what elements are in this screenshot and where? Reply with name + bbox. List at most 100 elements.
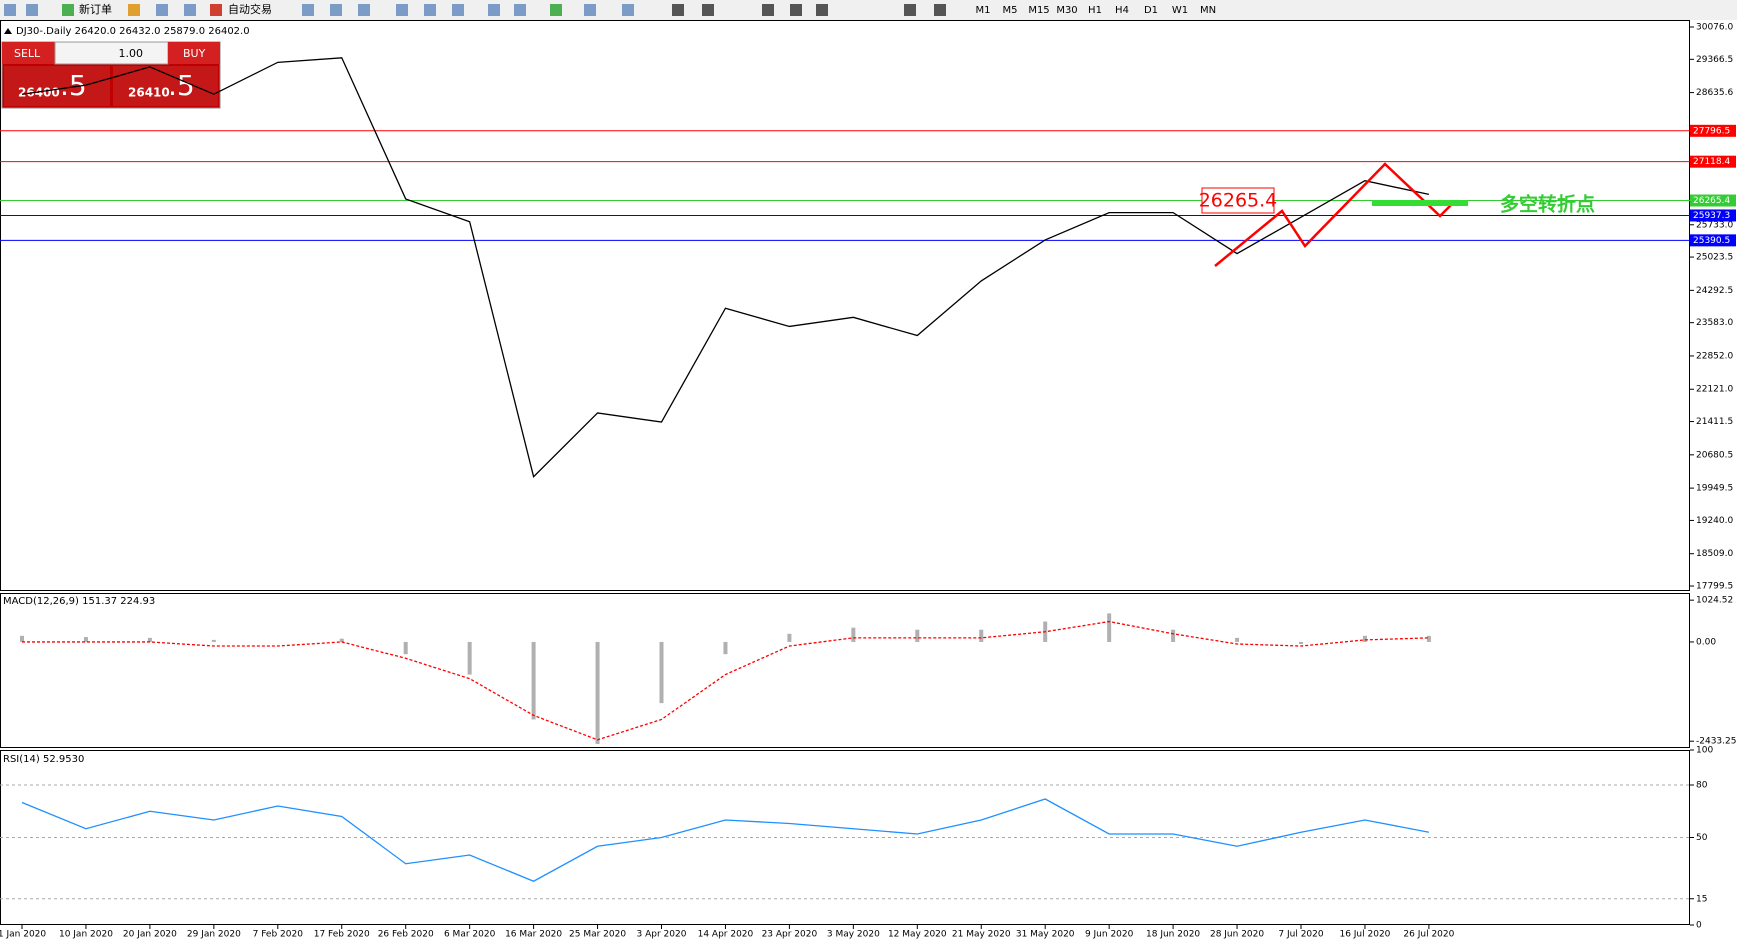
sell-price[interactable]: 26400	[18, 86, 60, 100]
y-tick-label: 100	[1696, 746, 1713, 756]
price-level-label: 26265.4	[1693, 196, 1730, 206]
price-level-label: 25390.5	[1693, 236, 1730, 246]
price-level-tag	[1690, 194, 1736, 207]
y-tick-label: 25023.5	[1696, 253, 1733, 263]
sell-button[interactable]	[2, 42, 55, 64]
icon[interactable]	[762, 4, 774, 16]
y-tick-label: 23583.0	[1696, 318, 1733, 328]
x-tick-label: 16 Mar 2020	[505, 930, 562, 940]
pane-borders	[0, 20, 1690, 925]
macd-bar	[211, 639, 216, 642]
macd-bar	[467, 641, 472, 675]
trend-arrows	[1214, 162, 1452, 267]
x-tick-label: 20 Jan 2020	[123, 930, 177, 940]
y-tick-label: 19949.5	[1696, 484, 1733, 494]
icon[interactable]	[424, 4, 436, 16]
icon[interactable]	[62, 4, 74, 16]
y-tick-label: 19240.0	[1696, 516, 1733, 526]
x-tick-label: 21 May 2020	[952, 930, 1011, 940]
timeframe-button[interactable]: H4	[1115, 5, 1129, 16]
icon[interactable]	[790, 4, 802, 16]
timeframe-button[interactable]: W1	[1172, 5, 1188, 16]
icon[interactable]	[452, 4, 464, 16]
x-tick-label: 17 Feb 2020	[314, 930, 370, 940]
macd-title: MACD(12,26,9) 151.37 224.93	[3, 596, 155, 607]
icon[interactable]	[488, 4, 500, 16]
price-level-label: 25937.3	[1693, 211, 1730, 221]
macd-bar	[1235, 637, 1240, 642]
icon[interactable]	[330, 4, 342, 16]
y-tick-label: -2433.25	[1696, 737, 1736, 747]
macd-bar	[979, 629, 984, 642]
pivot-bar	[1372, 200, 1468, 206]
macd-bar	[531, 641, 536, 720]
macd-bar	[723, 641, 728, 655]
macd-bar	[147, 637, 152, 642]
annotation-box	[1201, 187, 1275, 214]
icon[interactable]	[4, 4, 16, 16]
timeframe-button[interactable]: MN	[1200, 5, 1216, 16]
timeframe-button[interactable]: M15	[1028, 5, 1049, 16]
icon[interactable]	[672, 4, 684, 16]
timeframe-button[interactable]: M30	[1056, 5, 1077, 16]
x-tick-label: 14 Apr 2020	[698, 930, 754, 940]
sell-price-box[interactable]	[4, 66, 110, 106]
y-tick-label: 25733.0	[1696, 220, 1733, 230]
lots-box[interactable]	[54, 41, 169, 65]
price-level-tag	[1690, 234, 1736, 247]
macd-bar	[787, 633, 792, 642]
macd-bar	[83, 637, 88, 642]
icon[interactable]	[702, 4, 714, 16]
icon[interactable]	[302, 4, 314, 16]
icon[interactable]	[934, 4, 946, 16]
timeframes: M1 M5 M15 M30 H1 H4 D1 W1 MN	[976, 5, 1217, 16]
x-tick-label: 25 Mar 2020	[569, 930, 626, 940]
icon[interactable]	[358, 4, 370, 16]
new-order-button[interactable]: 新订单	[79, 2, 112, 16]
price-line	[21, 798, 1430, 882]
icon[interactable]	[396, 4, 408, 16]
macd-bar	[1299, 641, 1303, 644]
sell-label[interactable]: SELL	[14, 47, 41, 60]
macd-bar	[1171, 629, 1176, 642]
icon[interactable]	[210, 4, 222, 16]
timeframe-button[interactable]: D1	[1144, 5, 1158, 16]
macd-bar	[851, 627, 856, 642]
buy-button[interactable]	[168, 42, 220, 64]
icon[interactable]	[128, 4, 140, 16]
icon[interactable]	[584, 4, 596, 16]
y-tick-label: 0.00	[1696, 637, 1716, 647]
buy-price[interactable]: 26410	[128, 86, 170, 100]
timeframe-button[interactable]: M5	[1003, 5, 1018, 16]
y-tick-label: 21411.5	[1696, 417, 1733, 427]
buy-pips[interactable]: .5	[168, 69, 195, 102]
price-line	[21, 57, 1430, 478]
x-tick-label: 16 Jul 2020	[1339, 930, 1390, 940]
x-tick-label: 9 Jun 2020	[1085, 930, 1134, 940]
y-tick-label: 20680.5	[1696, 450, 1733, 460]
timeframe-button[interactable]: M1	[976, 5, 991, 16]
icon[interactable]	[184, 4, 196, 16]
x-tick-label: 1 Jan 2020	[0, 930, 46, 940]
icon[interactable]	[514, 4, 526, 16]
y-tick-label: 17799.5	[1696, 582, 1733, 592]
price-level-label: 27796.5	[1693, 126, 1730, 136]
y-tick-label: 22121.0	[1696, 385, 1733, 395]
auto-trading-button[interactable]: 自动交易	[228, 2, 272, 16]
buy-label[interactable]: BUY	[183, 47, 206, 60]
icon[interactable]	[816, 4, 828, 16]
icon[interactable]	[550, 4, 562, 16]
x-tick-label: 29 Jan 2020	[187, 930, 241, 940]
y-tick-label: 22852.0	[1696, 351, 1733, 361]
lots-value[interactable]: 1.00	[119, 47, 144, 60]
y-tick-label: 18509.0	[1696, 549, 1733, 559]
timeframe-button[interactable]: H1	[1088, 5, 1102, 16]
icon[interactable]	[622, 4, 634, 16]
icon[interactable]	[156, 4, 168, 16]
icon[interactable]	[904, 4, 916, 16]
macd-bar	[1107, 613, 1112, 642]
macd-bar	[20, 635, 24, 642]
icon[interactable]	[26, 4, 38, 16]
